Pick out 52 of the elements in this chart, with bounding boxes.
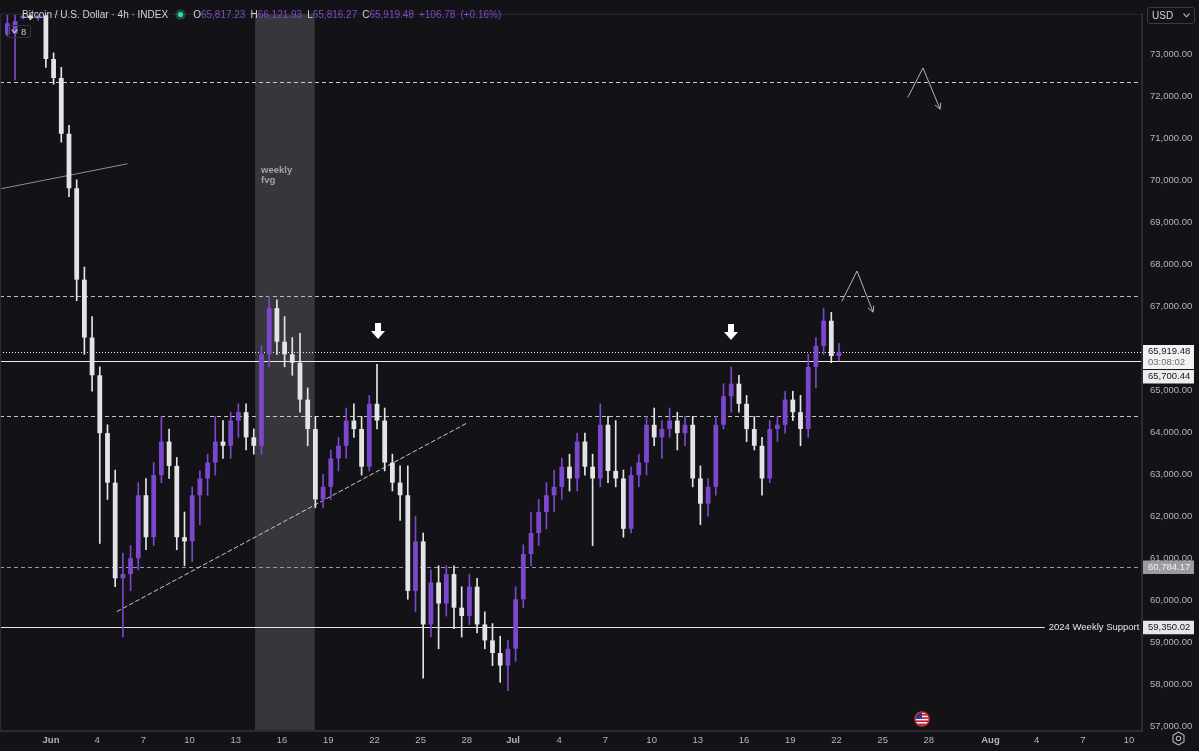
x-tick-label: 25 xyxy=(877,734,888,746)
annotation: 8 xyxy=(8,25,31,38)
y-tick-label: 70,000.00 xyxy=(1150,174,1193,186)
x-tick-label: 16 xyxy=(276,734,288,746)
chart-title: Bitcoin / U.S. Dollar · 4h · INDEX xyxy=(22,9,169,20)
x-tick-label: 19 xyxy=(784,734,796,746)
x-tick-label: 19 xyxy=(322,734,334,746)
x-tick-label: Jul xyxy=(506,734,520,746)
y-tick-label: 65,000.00 xyxy=(1150,384,1193,396)
y-tick-label: 69,000.00 xyxy=(1150,216,1193,228)
x-tick-label: 4 xyxy=(94,734,100,746)
y-tick-label: 71,000.00 xyxy=(1150,132,1193,144)
x-tick-label: 22 xyxy=(831,734,842,746)
x-tick-label: 10 xyxy=(1123,734,1135,746)
x-tick-label: Aug xyxy=(981,734,1000,746)
annotation: 2024 Weekly Support xyxy=(1048,621,1140,633)
y-tick-label: 59,000.00 xyxy=(1150,635,1193,647)
ref-line-label: 60,784.17 xyxy=(1148,560,1191,572)
x-tick-label: Jun xyxy=(42,734,60,746)
x-tick-label: 10 xyxy=(646,734,657,746)
x-tick-label: 7 xyxy=(140,734,147,746)
x-tick-label: 4 xyxy=(556,734,562,746)
text: O65,817.23 H66,121.93 L65,816.27 C65,919.48 +106.78 (+0.16%) xyxy=(193,9,502,20)
y-tick-label: 57,000.00 xyxy=(1150,719,1193,731)
ref-line-label: 59,350.02 xyxy=(1148,621,1191,633)
x-tick-label: 22 xyxy=(369,734,380,746)
ref-line-label: 65,700.44 xyxy=(1148,370,1191,382)
x-tick-label: 4 xyxy=(1034,734,1040,746)
y-tick-label: 58,000.00 xyxy=(1150,677,1193,689)
y-tick-label: 64,000.00 xyxy=(1150,425,1193,437)
x-tick-label: 7 xyxy=(602,734,609,746)
band-label: weekly fvg xyxy=(260,164,293,186)
x-tick-label: 28 xyxy=(923,734,935,746)
candlestick xyxy=(120,552,126,638)
ref-line-label: 65,919.48 03:08:02 xyxy=(1148,345,1191,367)
x-tick-label: 7 xyxy=(1080,734,1086,746)
candlestick xyxy=(613,420,619,488)
y-tick-label: 60,000.00 xyxy=(1150,593,1193,605)
y-tick-label: 67,000.00 xyxy=(1150,300,1193,312)
x-tick-label: 10 xyxy=(184,734,195,746)
y-tick-label: 73,000.00 xyxy=(1150,48,1193,60)
y-axis-title: USD xyxy=(1147,7,1195,24)
y-tick-label: 68,000.00 xyxy=(1150,258,1193,270)
x-tick-label: 13 xyxy=(230,734,242,746)
y-tick-label: 63,000.00 xyxy=(1150,467,1193,479)
x-tick-label: 25 xyxy=(415,734,426,746)
y-tick-label: 62,000.00 xyxy=(1150,509,1193,521)
x-tick-label: 28 xyxy=(461,734,473,746)
y-tick-label: 72,000.00 xyxy=(1150,90,1193,102)
y-tick-label: 61,000.00 xyxy=(1150,551,1193,563)
x-tick-label: 16 xyxy=(738,734,750,746)
x-tick-label: 13 xyxy=(692,734,704,746)
